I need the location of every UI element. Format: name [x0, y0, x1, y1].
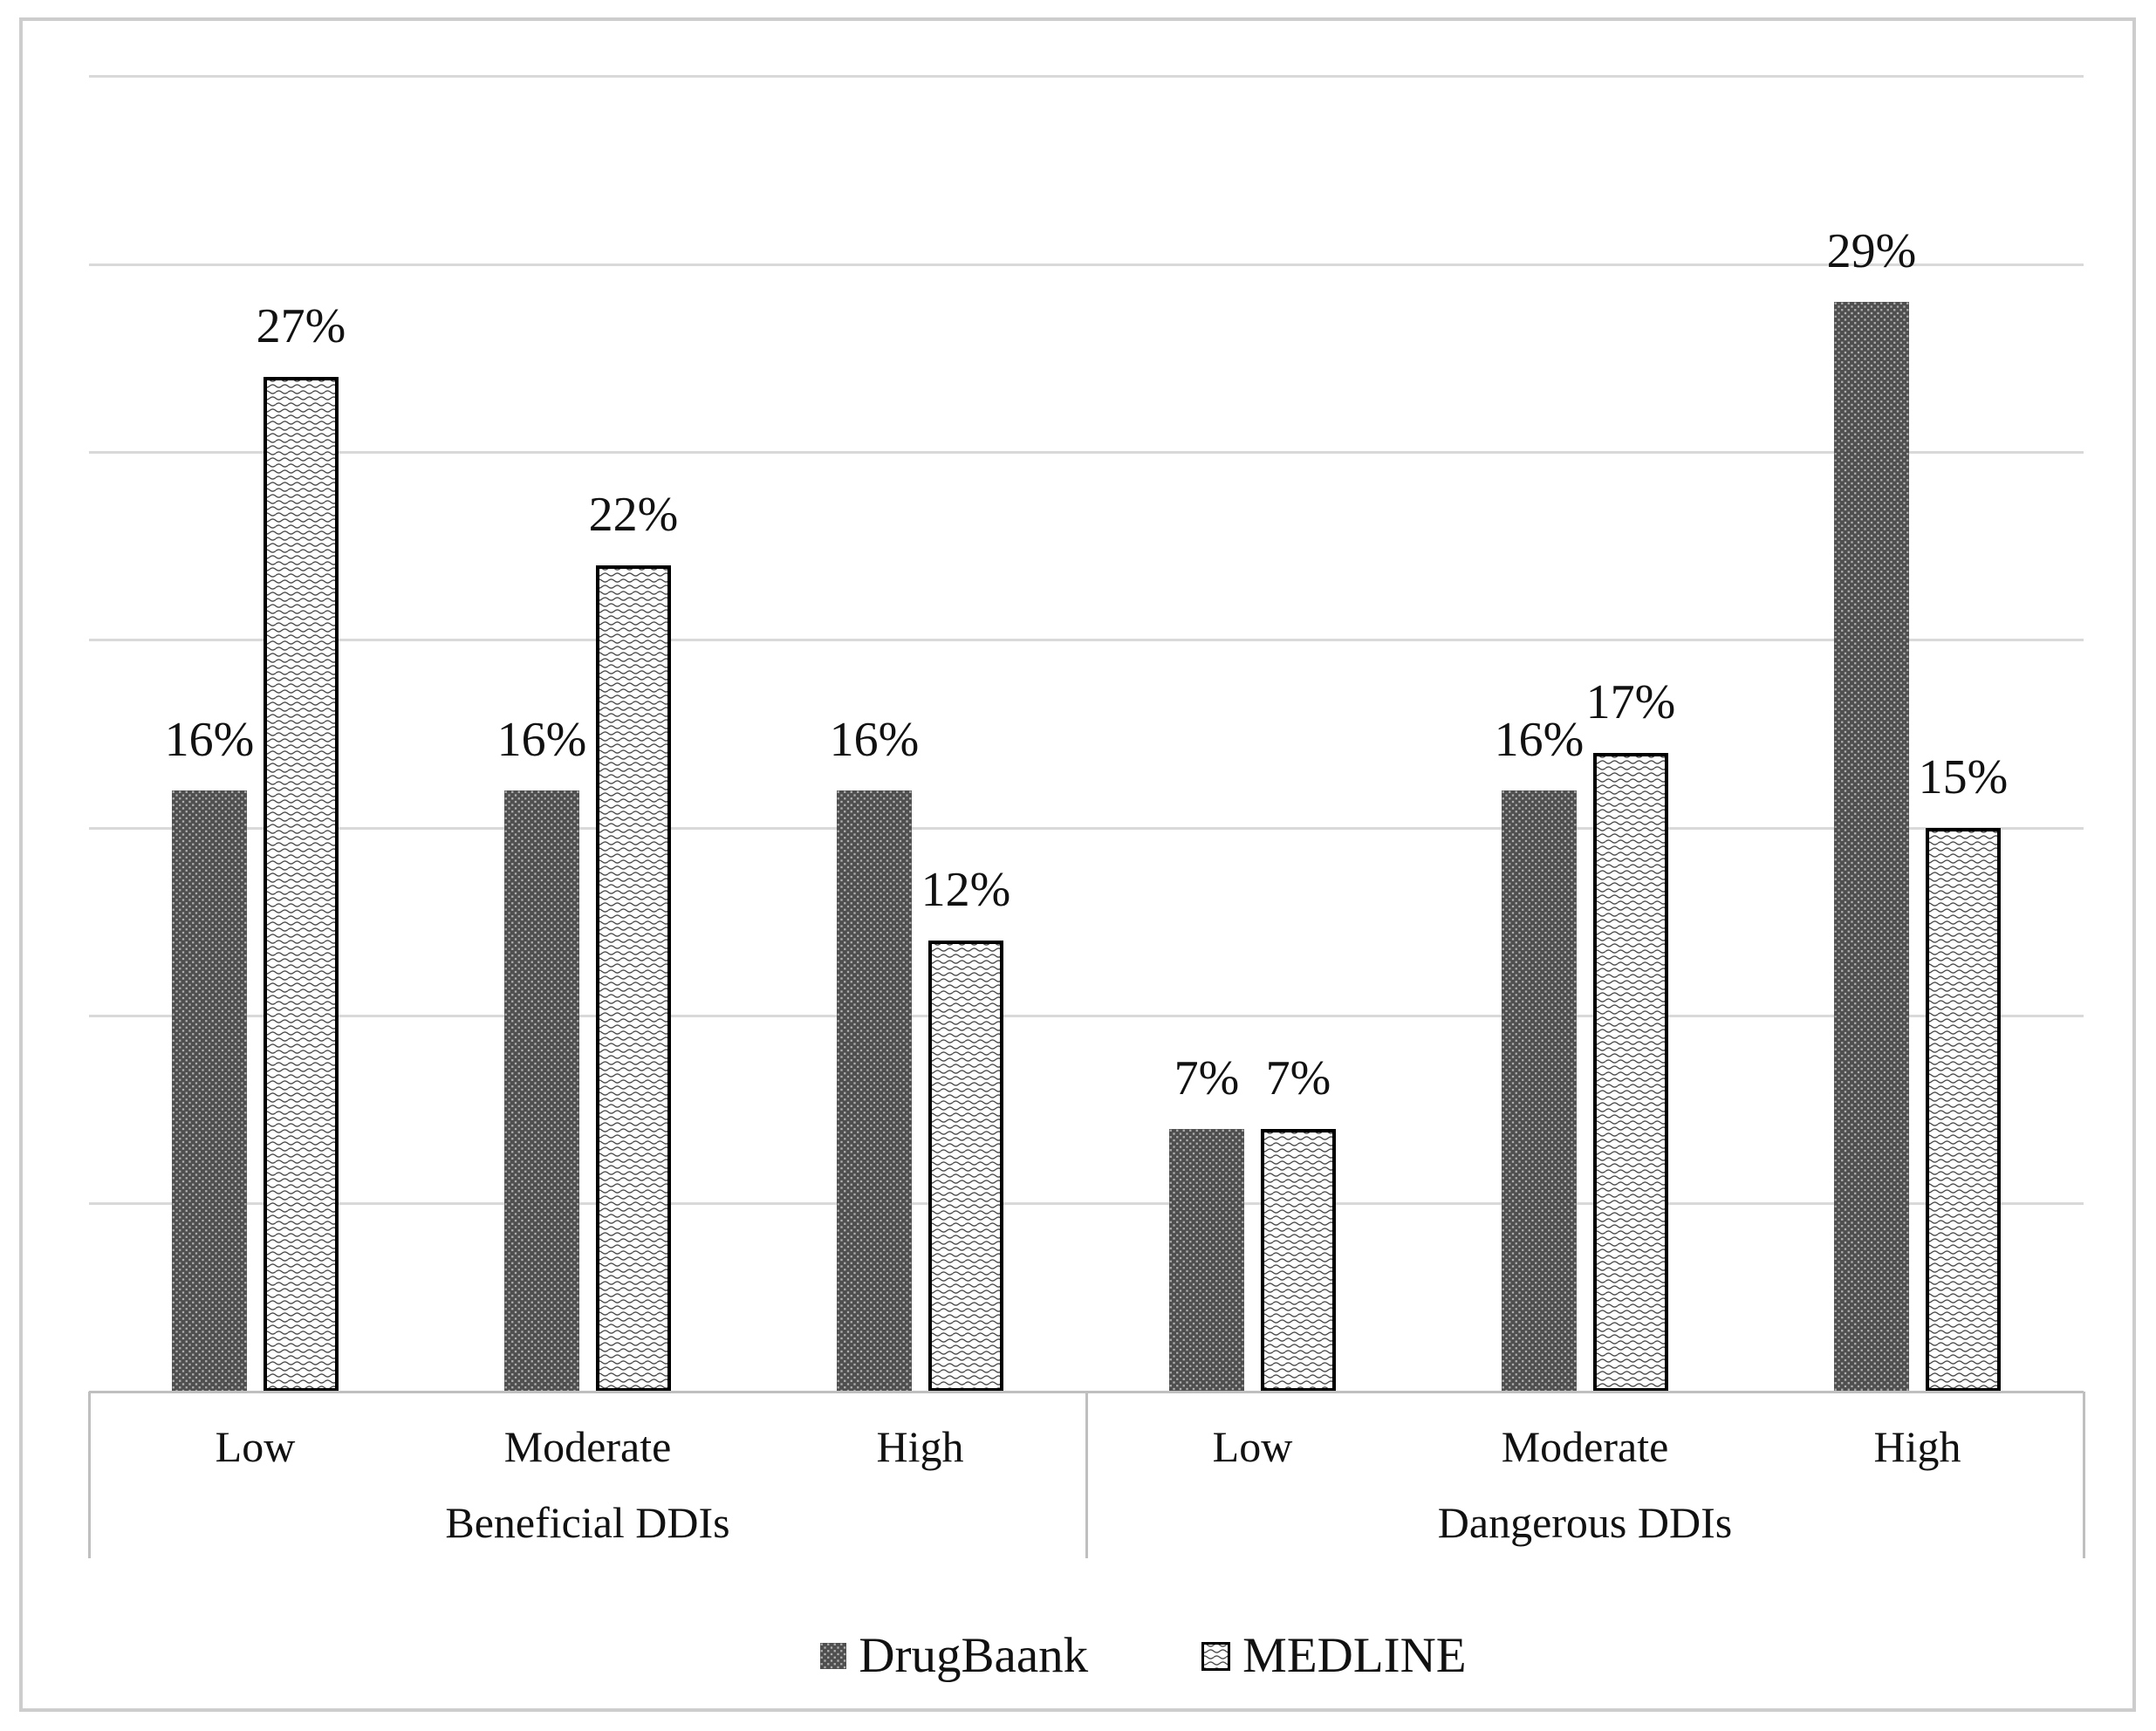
bar-medline-dangerous-low: [1261, 1129, 1336, 1392]
bar-value-label: 29%: [1826, 224, 1917, 278]
wave-pattern-fill: [596, 565, 671, 1392]
bar-value-label: 22%: [588, 488, 679, 542]
gridline-35pct: [89, 75, 2084, 79]
bar-medline-beneficial-moderate: [596, 565, 671, 1392]
legend-label: MEDLINE: [1242, 1628, 1467, 1683]
wave-pattern-fill: [264, 377, 339, 1392]
dots-pattern-fill: [1502, 790, 1577, 1392]
gridline-25pct: [89, 450, 2084, 454]
axis-tick-0: [87, 1392, 91, 1558]
dots-pattern-fill: [504, 790, 579, 1392]
wave-pattern-fill: [928, 941, 1003, 1392]
category-label: Moderate: [1501, 1422, 1669, 1471]
bar-value-label: 16%: [1494, 713, 1584, 767]
bar-drugbaank-dangerous-moderate: [1502, 790, 1577, 1392]
bar-value-label: 7%: [1174, 1051, 1240, 1105]
bar-drugbaank-dangerous-low: [1169, 1129, 1244, 1392]
bar-value-label: 12%: [921, 863, 1011, 917]
bar-value-label: 7%: [1265, 1051, 1331, 1105]
legend-label: DrugBaank: [859, 1628, 1089, 1683]
gridline-30pct: [89, 263, 2084, 266]
gridline-20pct: [89, 639, 2084, 642]
bar-value-label: 16%: [829, 713, 920, 767]
bar-drugbaank-dangerous-high: [1834, 302, 1909, 1392]
category-label: High: [1873, 1422, 1961, 1471]
gridline-10pct: [89, 1014, 2084, 1017]
bar-medline-dangerous-high: [1926, 828, 2001, 1392]
legend-item-medline: MEDLINE: [1201, 1628, 1467, 1683]
category-label: Moderate: [503, 1422, 672, 1471]
legend-swatch-wave: [1201, 1641, 1231, 1671]
dots-pattern-fill: [1834, 302, 1909, 1392]
axis-tick-2: [2082, 1392, 2085, 1558]
bar-value-label: 17%: [1585, 675, 1676, 729]
axis-tick-1: [1085, 1392, 1088, 1558]
legend-swatch-dots: [820, 1643, 847, 1669]
plot-outer-border: [19, 17, 2136, 1712]
group-label-dangerous: Dangerous DDIs: [1437, 1498, 1733, 1547]
category-label: Low: [215, 1422, 296, 1471]
bar-drugbaank-beneficial-moderate: [504, 790, 579, 1392]
bar-drugbaank-beneficial-high: [837, 790, 912, 1392]
category-label: High: [876, 1422, 964, 1471]
dots-pattern-fill: [1169, 1129, 1244, 1392]
dots-pattern-fill: [172, 790, 247, 1392]
gridline-5pct: [89, 1202, 2084, 1206]
group-label-beneficial: Beneficial DDIs: [445, 1498, 730, 1547]
bar-value-label: 16%: [496, 713, 587, 767]
category-label: Low: [1212, 1422, 1293, 1471]
bar-value-label: 15%: [1918, 750, 2009, 804]
wave-pattern-fill: [1926, 828, 2001, 1392]
bar-value-label: 27%: [256, 299, 346, 353]
bar-medline-dangerous-moderate: [1593, 753, 1668, 1392]
legend-item-drugbaank: DrugBaank: [820, 1630, 1088, 1682]
legend: DrugBaank MEDLINE: [0, 1621, 2156, 1691]
dots-pattern-fill: [837, 790, 912, 1392]
bar-drugbaank-beneficial-low: [172, 790, 247, 1392]
wave-pattern-fill: [1593, 753, 1668, 1392]
bar-value-label: 16%: [164, 713, 255, 767]
gridline-15pct: [89, 826, 2084, 830]
bar-medline-beneficial-high: [928, 941, 1003, 1392]
bar-medline-beneficial-low: [264, 377, 339, 1392]
wave-pattern-fill: [1261, 1129, 1336, 1392]
